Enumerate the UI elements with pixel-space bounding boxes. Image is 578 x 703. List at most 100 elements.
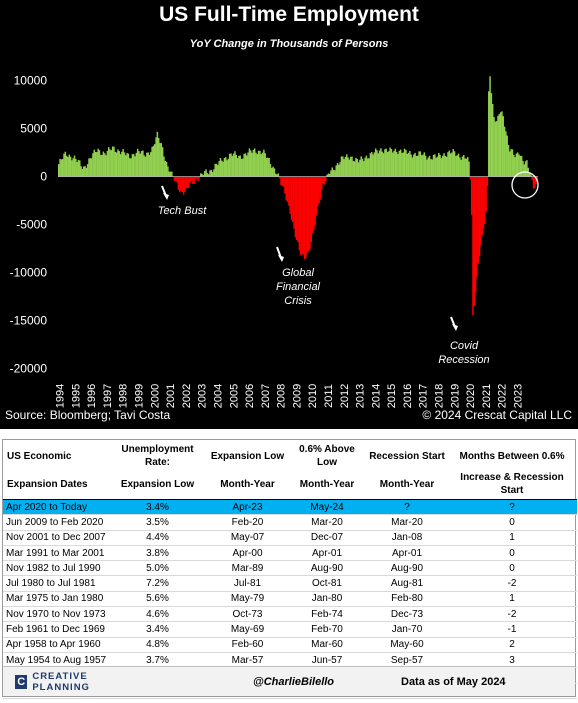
chart-bar xyxy=(261,152,264,177)
chart-bar xyxy=(303,176,306,259)
chart-bar xyxy=(111,146,114,177)
x-tick-label: 2018 xyxy=(434,384,446,408)
x-tick-label: 2013 xyxy=(355,384,367,408)
chart-bar xyxy=(436,156,439,177)
chart-bar xyxy=(102,151,105,177)
table-cell: Jan-08 xyxy=(367,530,447,546)
y-tick-label: 0 xyxy=(40,170,47,184)
chart-bar xyxy=(69,156,72,177)
table-cell: Apr-01 xyxy=(287,545,367,562)
table-cell: 1 xyxy=(447,591,577,608)
chart-bar xyxy=(364,157,366,177)
chart-bar xyxy=(181,176,184,192)
table-header-cell: Expansion Low xyxy=(107,469,208,500)
table-cell: Mar 1991 to Mar 2001 xyxy=(3,545,107,562)
chart-bar xyxy=(343,159,345,177)
chart-bar xyxy=(306,176,309,253)
y-tick-label: 10000 xyxy=(14,74,48,88)
chart-bar xyxy=(205,169,207,177)
chart-bar xyxy=(59,158,61,177)
chart-bar xyxy=(114,151,117,177)
chart-bar xyxy=(161,147,164,177)
chart-bar xyxy=(165,162,168,177)
annotation-label: Covid xyxy=(450,340,479,352)
chart-bar xyxy=(84,165,86,177)
chart-bar xyxy=(263,149,265,177)
table-header-cell: Month-Year xyxy=(208,469,287,500)
chart-bar xyxy=(250,150,252,177)
table-cell: 0 xyxy=(447,514,577,531)
x-tick-label: 2005 xyxy=(228,384,240,408)
chart-bar xyxy=(339,162,341,177)
chart-bar xyxy=(225,157,227,177)
chart-bar xyxy=(227,158,230,177)
chart-bar xyxy=(385,148,387,177)
chart-bar xyxy=(511,149,514,177)
chart-bar xyxy=(154,144,156,177)
chart-bar xyxy=(534,176,536,189)
chart-bar xyxy=(290,176,293,220)
chart-bar xyxy=(209,170,211,177)
chart-bar xyxy=(373,152,376,177)
chart-bar xyxy=(406,153,408,177)
chart-bar xyxy=(449,153,452,177)
chart-bar xyxy=(465,158,468,177)
table-cell: May-07 xyxy=(208,530,287,546)
chart-bar xyxy=(347,157,349,177)
chart-bar xyxy=(388,151,390,177)
chart-bar xyxy=(207,174,210,177)
chart-bar xyxy=(238,155,240,177)
chart-bar xyxy=(370,151,373,177)
chart-bar xyxy=(531,176,533,180)
chart-bar xyxy=(473,176,476,306)
chart-bar xyxy=(419,151,422,177)
chart-bar xyxy=(346,154,348,177)
chart-bar xyxy=(144,156,147,177)
chart-panel: US Full-Time Employment YoY Change in Tho… xyxy=(0,0,578,429)
chart-bar xyxy=(127,153,130,177)
chart-bar xyxy=(455,155,457,177)
chart-bar xyxy=(58,164,60,177)
table-cell: -2 xyxy=(447,575,577,592)
chart-bar xyxy=(64,151,67,177)
chart-bar xyxy=(197,176,199,182)
y-tick-label: -5000 xyxy=(16,218,47,232)
chart-bar xyxy=(297,176,299,243)
chart-bar xyxy=(288,176,290,206)
table-cell: Feb-70 xyxy=(287,621,367,638)
x-tick-label: 2008 xyxy=(276,384,288,408)
chart-bar xyxy=(272,166,274,177)
chart-bar xyxy=(506,135,508,177)
chart-bar xyxy=(157,138,160,177)
chart-bar xyxy=(389,147,391,177)
chart-bar xyxy=(403,148,406,177)
chart-bar xyxy=(188,176,190,188)
chart-bar xyxy=(386,151,389,177)
chart-copyright: © 2024 Crescat Capital LLC xyxy=(422,408,572,422)
chart-bar xyxy=(359,159,361,177)
x-tick-label: 2020 xyxy=(465,384,477,408)
chart-bar xyxy=(125,155,127,177)
table-cell: Feb-20 xyxy=(208,514,287,531)
table-cell: -2 xyxy=(447,606,577,623)
chart-bar xyxy=(351,156,353,177)
chart-bar xyxy=(444,155,447,177)
table-cell: Apr-00 xyxy=(208,545,287,562)
x-tick-label: 2019 xyxy=(449,384,461,408)
chart-bar xyxy=(360,156,362,177)
table-row: Apr 1958 to Apr 1960 4.8% Feb-60 Mar-60 May-… xyxy=(3,637,577,653)
chart-bar xyxy=(447,152,449,177)
chart-bar xyxy=(418,151,420,177)
table-header-cell: US Economic xyxy=(7,450,72,462)
chart-bar xyxy=(68,154,70,177)
table-row: Nov 1970 to Nov 1973 4.6% Oct-73 Feb-74 Dec-… xyxy=(3,606,577,623)
chart-bar xyxy=(535,176,537,185)
chart-bar xyxy=(355,157,357,177)
chart-bar xyxy=(495,121,498,177)
chart-bar xyxy=(289,176,291,214)
chart-bar xyxy=(367,158,369,177)
annotation-arrowhead xyxy=(278,255,284,262)
chart-bar xyxy=(226,160,228,177)
table-cell: 1 xyxy=(447,530,577,546)
chart-bar xyxy=(481,176,483,236)
